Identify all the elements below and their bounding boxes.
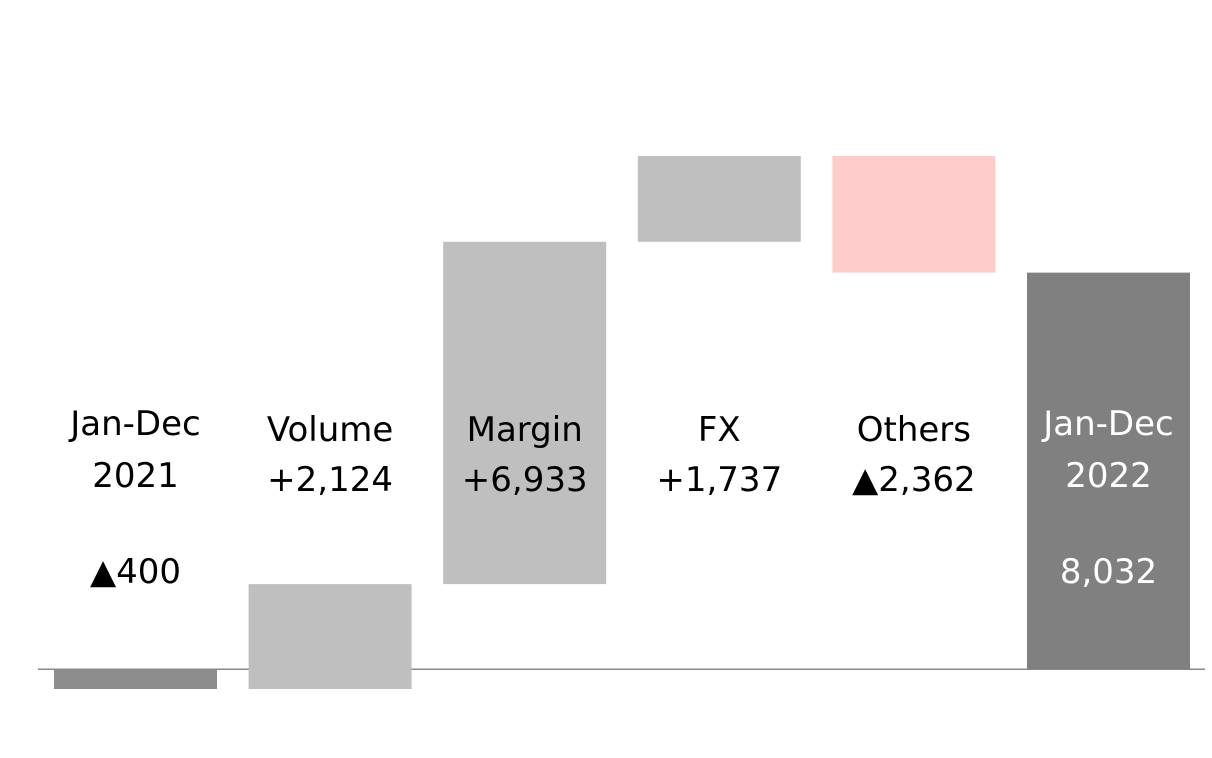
bar [54, 669, 217, 689]
bar [248, 584, 412, 689]
value-label: +6,933 [461, 460, 588, 500]
bar [443, 241, 607, 585]
value-label: 8,032 [1059, 552, 1158, 592]
category-label: Jan-Dec 2021 [70, 404, 201, 496]
value-label: ▲2,362 [852, 460, 976, 500]
bar [1027, 272, 1190, 670]
category-label: Others [856, 410, 972, 450]
category-label: Jan-Dec 2022 [1043, 404, 1174, 496]
category-label: Margin [466, 410, 583, 450]
category-label: FX [697, 410, 741, 450]
value-label: ▲400 [89, 552, 182, 592]
value-label: +2,124 [267, 460, 393, 500]
category-label: Volume [266, 410, 394, 450]
bar [832, 156, 996, 273]
value-label: +1,737 [656, 460, 783, 500]
bar [637, 156, 801, 242]
